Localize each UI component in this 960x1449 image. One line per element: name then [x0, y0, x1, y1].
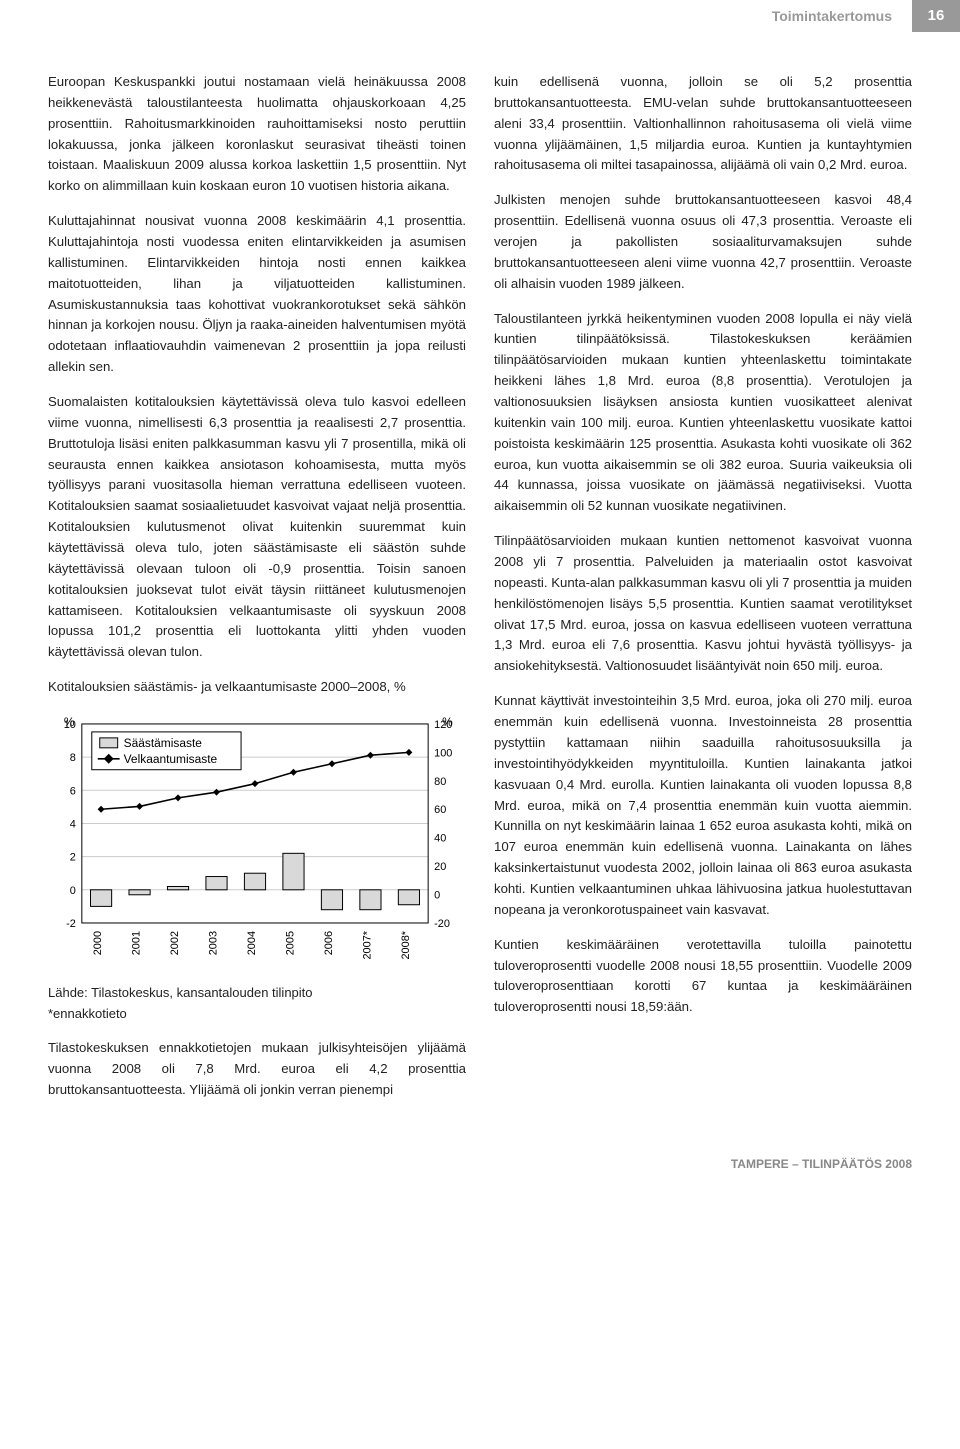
svg-text:80: 80 — [434, 776, 446, 788]
svg-text:6: 6 — [70, 785, 76, 797]
svg-text:2007*: 2007* — [361, 930, 373, 959]
svg-text:-2: -2 — [66, 918, 76, 930]
section-label: Toimintakertomus — [772, 5, 912, 27]
body-paragraph: Suomalaisten kotitalouksien käytettäviss… — [48, 392, 466, 663]
body-paragraph: Tilinpäätösarvioiden mukaan kuntien nett… — [494, 531, 912, 677]
chart-svg: -20246810%-20020406080100120%20002001200… — [48, 712, 466, 971]
svg-text:Velkaantumisaste: Velkaantumisaste — [124, 752, 218, 766]
svg-text:4: 4 — [70, 819, 76, 831]
two-column-body: Euroopan Keskuspankki joutui nostamaan v… — [0, 72, 960, 1145]
svg-text:2008*: 2008* — [400, 930, 412, 959]
chart-title: Kotitalouksien säästämis- ja velkaantumi… — [48, 677, 466, 698]
svg-text:0: 0 — [434, 890, 440, 902]
svg-text:2005: 2005 — [284, 931, 296, 955]
svg-text:2004: 2004 — [246, 931, 258, 955]
svg-text:2000: 2000 — [92, 931, 104, 955]
svg-text:%: % — [442, 715, 453, 729]
svg-text:20: 20 — [434, 861, 446, 873]
svg-text:100: 100 — [434, 747, 452, 759]
page-number: 16 — [928, 4, 945, 28]
right-column: kuin edellisenä vuonna, jolloin se oli 5… — [494, 72, 912, 1115]
body-paragraph: Tilastokeskuksen ennakkotietojen mukaan … — [48, 1038, 466, 1101]
body-paragraph: kuin edellisenä vuonna, jolloin se oli 5… — [494, 72, 912, 176]
svg-text:8: 8 — [70, 752, 76, 764]
source-footnote: *ennakkotieto — [48, 1006, 127, 1021]
svg-text:2: 2 — [70, 852, 76, 864]
chart-source: Lähde: Tilastokeskus, kansantalouden til… — [48, 983, 466, 1025]
footer-text: TAMPERE – TILINPÄÄTÖS 2008 — [731, 1157, 912, 1171]
savings-debt-chart: -20246810%-20020406080100120%20002001200… — [48, 712, 466, 971]
body-paragraph: Kuluttajahinnat nousivat vuonna 2008 kes… — [48, 211, 466, 378]
body-paragraph: Kuntien keskimääräinen verotettavilla tu… — [494, 935, 912, 1018]
source-line: Lähde: Tilastokeskus, kansantalouden til… — [48, 985, 313, 1000]
page-header: Toimintakertomus 16 — [0, 0, 960, 32]
body-paragraph: Taloustilanteen jyrkkä heikentyminen vuo… — [494, 309, 912, 518]
svg-text:2006: 2006 — [323, 931, 335, 955]
svg-text:%: % — [64, 715, 75, 729]
body-paragraph: Kunnat käyttivät investointeihin 3,5 Mrd… — [494, 691, 912, 920]
svg-text:0: 0 — [70, 885, 76, 897]
left-column: Euroopan Keskuspankki joutui nostamaan v… — [48, 72, 466, 1115]
svg-text:2003: 2003 — [208, 931, 220, 955]
page-number-box: 16 — [912, 0, 960, 32]
svg-text:40: 40 — [434, 833, 446, 845]
svg-text:2001: 2001 — [131, 931, 143, 955]
svg-text:Säästämisaste: Säästämisaste — [124, 736, 203, 750]
body-paragraph: Julkisten menojen suhde bruttokansantuot… — [494, 190, 912, 294]
svg-text:-20: -20 — [434, 918, 450, 930]
svg-text:2002: 2002 — [169, 931, 181, 955]
svg-text:60: 60 — [434, 804, 446, 816]
page-footer: TAMPERE – TILINPÄÄTÖS 2008 — [0, 1145, 960, 1192]
body-paragraph: Euroopan Keskuspankki joutui nostamaan v… — [48, 72, 466, 197]
